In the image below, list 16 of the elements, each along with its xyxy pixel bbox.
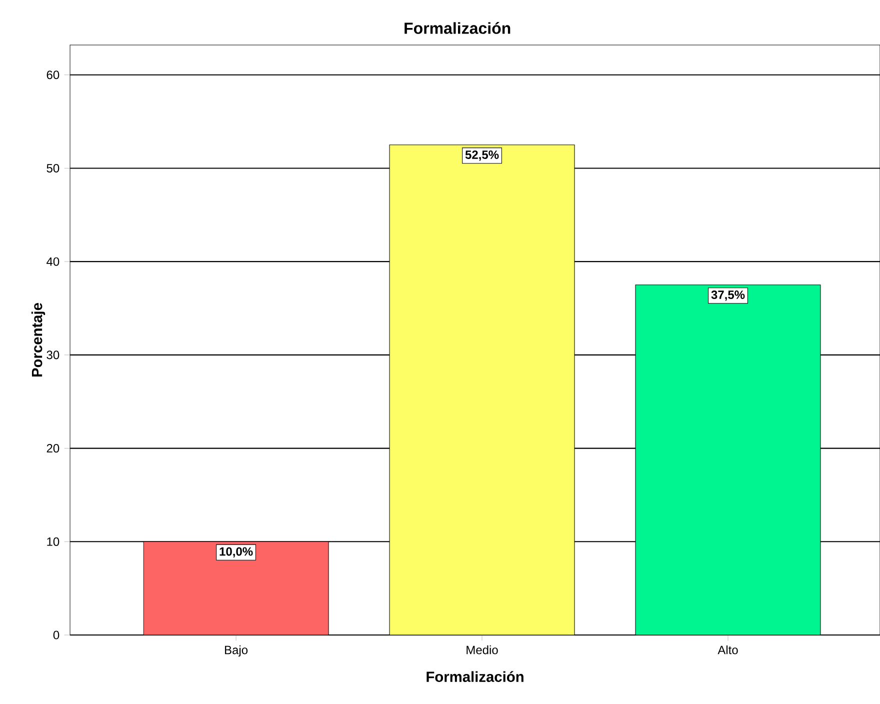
data-label: 37,5% xyxy=(711,290,745,301)
y-tick-label: 30 xyxy=(46,350,60,360)
x-axis-title: Formalización xyxy=(426,671,524,682)
x-tick-label: Medio xyxy=(466,645,498,654)
x-tick-label: Alto xyxy=(718,645,738,654)
y-tick-label: 60 xyxy=(46,70,60,80)
y-tick-label: 0 xyxy=(53,630,60,640)
data-label: 10,0% xyxy=(220,547,253,558)
y-axis-title: Porcentaje xyxy=(31,303,46,377)
data-label: 52,5% xyxy=(465,150,499,161)
chart-title: Formalización xyxy=(404,22,510,34)
y-tick-label: 50 xyxy=(46,164,60,172)
y-tick-label: 20 xyxy=(46,444,60,453)
x-tick-label: Bajo xyxy=(225,645,248,657)
y-tick-label: 10 xyxy=(47,537,60,546)
y-tick-label: 40 xyxy=(46,257,60,266)
